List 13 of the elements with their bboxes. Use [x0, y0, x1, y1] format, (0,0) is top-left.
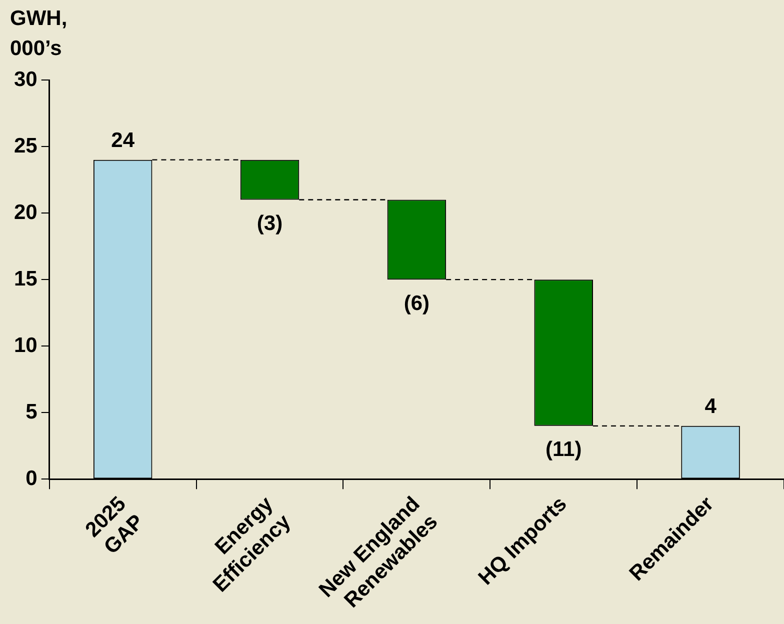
y-axis-title: GWH, 000’s [10, 6, 68, 62]
y-tick-label: 0 [26, 466, 38, 490]
y-tick-label: 15 [14, 267, 38, 290]
y-tick-label: 30 [14, 68, 38, 91]
y-tick-label: 20 [14, 200, 38, 224]
data-label: (3) [256, 212, 283, 236]
data-label: (6) [404, 292, 430, 315]
y-tick-label: 10 [14, 334, 38, 357]
y-tick-label: 5 [26, 400, 38, 424]
data-label: 4 [704, 395, 717, 418]
data-label: (11) [546, 438, 582, 462]
data-label: 24 [111, 129, 135, 152]
y-tick-label: 25 [14, 134, 38, 158]
